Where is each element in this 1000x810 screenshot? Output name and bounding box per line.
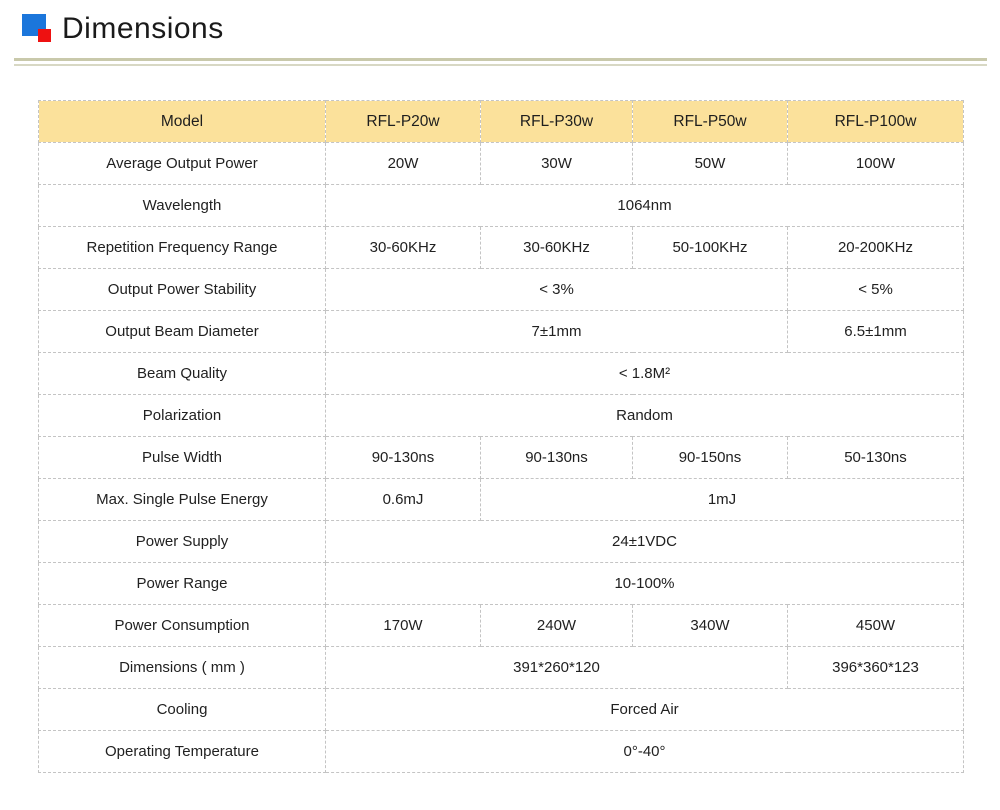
table-row: Wavelength 1064nm xyxy=(38,184,964,227)
row-label: Pulse Width xyxy=(38,436,326,479)
table-row: Output Power Stability < 3% < 5% xyxy=(38,268,964,311)
table-row: Output Beam Diameter 7±1mm 6.5±1mm xyxy=(38,310,964,353)
table-row: Power Consumption 170W 240W 340W 450W xyxy=(38,604,964,647)
row-label: Dimensions ( mm ) xyxy=(38,646,326,689)
row-label: Beam Quality xyxy=(38,352,326,395)
table-cell: 450W xyxy=(787,604,964,647)
table-cell: 0°-40° xyxy=(325,730,964,773)
table-row: Repetition Frequency Range 30-60KHz 30-60K… xyxy=(38,226,964,269)
header-cell-model: Model xyxy=(38,100,326,143)
row-label: Average Output Power xyxy=(38,142,326,185)
table-row: Power Range 10-100% xyxy=(38,562,964,605)
row-label: Output Power Stability xyxy=(38,268,326,311)
row-label: Power Range xyxy=(38,562,326,605)
table-cell: 0.6mJ xyxy=(325,478,481,521)
table-cell: < 1.8M² xyxy=(325,352,964,395)
row-label: Power Supply xyxy=(38,520,326,563)
spec-table: Model RFL-P20w RFL-P30w RFL-P50w RFL-P10… xyxy=(38,100,964,773)
page-header: Dimensions xyxy=(22,12,224,48)
table-row: Average Output Power 20W 30W 50W 100W xyxy=(38,142,964,185)
table-row: Cooling Forced Air xyxy=(38,688,964,731)
divider-line-bottom xyxy=(14,64,987,66)
table-row: Max. Single Pulse Energy 0.6mJ 1mJ xyxy=(38,478,964,521)
table-row: Pulse Width 90-130ns 90-130ns 90-150ns 50-13… xyxy=(38,436,964,479)
row-label: Repetition Frequency Range xyxy=(38,226,326,269)
header-cell-model-p50w: RFL-P50w xyxy=(632,100,788,143)
row-label: Operating Temperature xyxy=(38,730,326,773)
page-title: Dimensions xyxy=(62,12,224,45)
header-cell-model-p20w: RFL-P20w xyxy=(325,100,481,143)
table-cell: 30-60KHz xyxy=(480,226,633,269)
table-cell: 1mJ xyxy=(480,478,964,521)
table-cell: 30W xyxy=(480,142,633,185)
table-cell: Random xyxy=(325,394,964,437)
table-cell: 20W xyxy=(325,142,481,185)
table-row: Operating Temperature 0°-40° xyxy=(38,730,964,773)
table-header-row: Model RFL-P20w RFL-P30w RFL-P50w RFL-P10… xyxy=(38,100,964,143)
table-cell: 90-150ns xyxy=(632,436,788,479)
table-cell: Forced Air xyxy=(325,688,964,731)
table-cell: 90-130ns xyxy=(480,436,633,479)
row-label: Cooling xyxy=(38,688,326,731)
table-cell: 50-100KHz xyxy=(632,226,788,269)
row-label: Output Beam Diameter xyxy=(38,310,326,353)
table-cell: 240W xyxy=(480,604,633,647)
row-label: Max. Single Pulse Energy xyxy=(38,478,326,521)
table-cell: 391*260*120 xyxy=(325,646,788,689)
table-cell: 1064nm xyxy=(325,184,964,227)
table-cell: 50-130ns xyxy=(787,436,964,479)
table-cell: < 5% xyxy=(787,268,964,311)
table-cell: 50W xyxy=(632,142,788,185)
header-cell-model-p30w: RFL-P30w xyxy=(480,100,633,143)
table-row: Beam Quality < 1.8M² xyxy=(38,352,964,395)
table-cell: 10-100% xyxy=(325,562,964,605)
row-label: Polarization xyxy=(38,394,326,437)
table-row: Polarization Random xyxy=(38,394,964,437)
squares-bullet-icon xyxy=(22,14,62,48)
table-cell: < 3% xyxy=(325,268,788,311)
divider-line-top xyxy=(14,58,987,61)
table-cell: 170W xyxy=(325,604,481,647)
table-cell: 24±1VDC xyxy=(325,520,964,563)
red-square-icon xyxy=(38,29,51,42)
table-cell: 7±1mm xyxy=(325,310,788,353)
table-cell: 30-60KHz xyxy=(325,226,481,269)
row-label: Power Consumption xyxy=(38,604,326,647)
table-cell: 396*360*123 xyxy=(787,646,964,689)
table-cell: 100W xyxy=(787,142,964,185)
table-cell: 6.5±1mm xyxy=(787,310,964,353)
table-cell: 340W xyxy=(632,604,788,647)
table-cell: 90-130ns xyxy=(325,436,481,479)
table-row: Power Supply 24±1VDC xyxy=(38,520,964,563)
header-cell-model-p100w: RFL-P100w xyxy=(787,100,964,143)
table-row: Dimensions ( mm ) 391*260*120 396*360*123 xyxy=(38,646,964,689)
table-cell: 20-200KHz xyxy=(787,226,964,269)
title-divider xyxy=(14,58,987,66)
row-label: Wavelength xyxy=(38,184,326,227)
